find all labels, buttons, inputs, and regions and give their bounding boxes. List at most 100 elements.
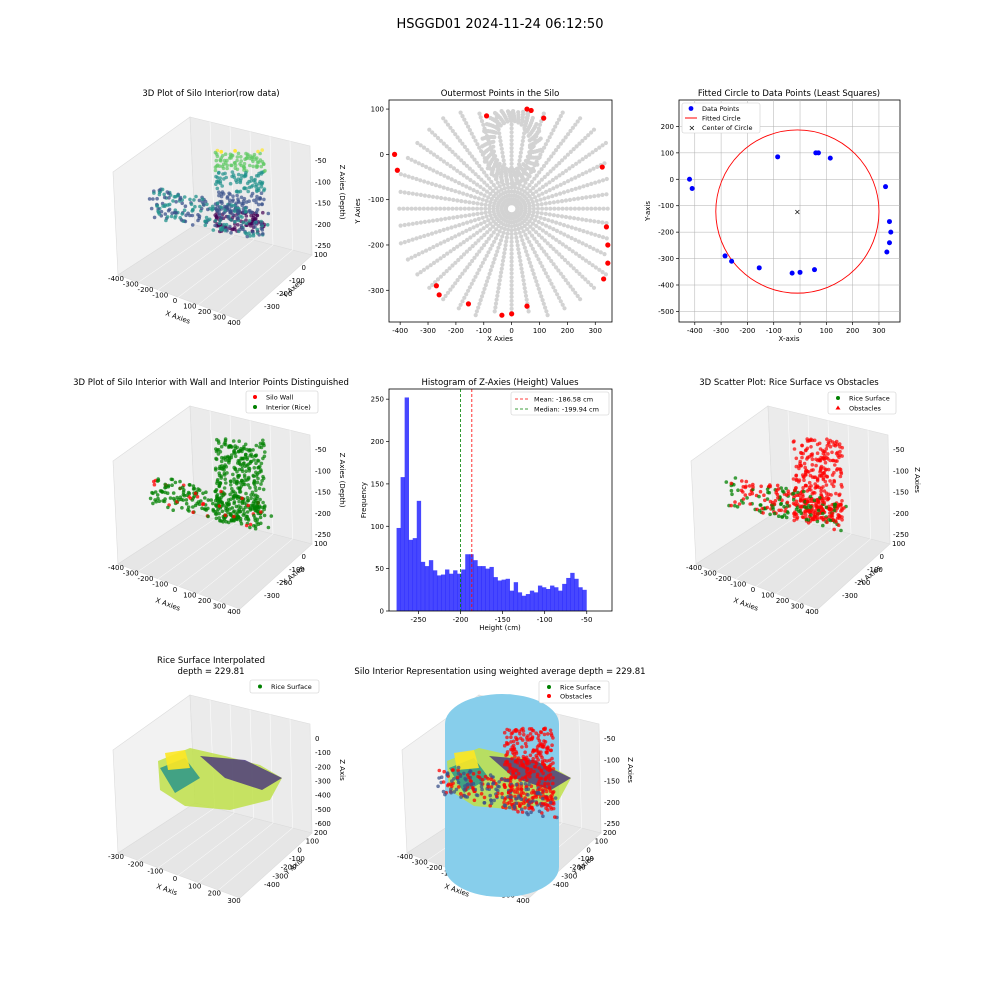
interior-point: [602, 207, 606, 211]
interior-point: [477, 217, 481, 221]
data-point: [257, 160, 261, 164]
plot8-legend: Rice Surface Obstacles: [539, 681, 609, 703]
data-point: [549, 801, 553, 805]
interior-point: [523, 290, 527, 294]
interior-point: [431, 168, 435, 172]
interior-point: [539, 216, 543, 220]
interior-point: [428, 247, 432, 251]
data-point: [837, 494, 841, 498]
data-point: [516, 758, 520, 762]
data-point: [812, 267, 817, 272]
interior-point: [604, 141, 608, 145]
data-point: [215, 159, 219, 163]
data-point: [196, 213, 200, 217]
data-point: [531, 729, 535, 733]
data-point: [539, 730, 543, 734]
data-point: [231, 506, 235, 510]
data-point: [256, 481, 260, 485]
interior-point: [479, 192, 483, 196]
interior-point: [447, 216, 451, 220]
data-point: [506, 750, 510, 754]
data-point: [745, 496, 749, 500]
data-point: [163, 204, 167, 208]
data-point: [829, 445, 833, 449]
data-point: [816, 150, 821, 155]
data-point: [250, 194, 254, 198]
interior-point: [510, 134, 514, 138]
interior-point: [523, 209, 527, 213]
data-point: [516, 810, 520, 814]
interior-point: [585, 207, 589, 211]
interior-point: [511, 182, 515, 186]
interior-point: [520, 143, 524, 147]
interior-point: [540, 207, 544, 211]
xtick-label: -400: [686, 564, 702, 572]
data-point: [214, 169, 218, 173]
data-point: [481, 778, 485, 782]
interior-point: [515, 208, 519, 212]
data-point: [239, 447, 243, 451]
histogram-bar: [510, 591, 514, 611]
interior-point: [521, 135, 525, 139]
interior-point: [527, 257, 531, 261]
data-point: [768, 513, 772, 517]
data-point: [522, 733, 526, 737]
interior-point: [544, 224, 548, 228]
data-point: [751, 492, 755, 496]
data-point: [751, 485, 755, 489]
xtick-label: 200: [561, 327, 574, 335]
interior-point: [463, 200, 467, 204]
data-point: [824, 468, 828, 472]
data-point: [222, 468, 226, 472]
data-point: [234, 179, 238, 183]
interior-point: [568, 216, 572, 220]
interior-point: [556, 207, 560, 211]
data-point: [224, 437, 228, 441]
data-point: [183, 494, 187, 498]
data-point: [263, 514, 267, 518]
data-point: [262, 162, 266, 166]
ytick-label: 150: [371, 480, 384, 488]
interior-point: [500, 151, 504, 155]
data-point: [549, 729, 553, 733]
data-point: [185, 498, 189, 502]
interior-point: [584, 218, 588, 222]
data-point: [544, 778, 548, 782]
data-point: [260, 182, 264, 186]
data-point: [216, 187, 220, 191]
data-point: [803, 505, 807, 509]
data-point: [237, 450, 241, 454]
data-point: [235, 505, 239, 509]
interior-point: [420, 250, 424, 254]
interior-point: [480, 294, 484, 298]
data-point: [781, 489, 785, 493]
xtick-label: 0: [798, 327, 802, 335]
interior-point: [600, 220, 604, 224]
interior-point: [588, 219, 592, 223]
data-point: [178, 480, 182, 484]
data-point: [733, 504, 737, 508]
data-point: [793, 503, 797, 507]
legend-obstacles-label: Obstacles: [560, 693, 593, 701]
data-point: [237, 152, 241, 156]
data-point: [541, 814, 545, 818]
interior-point: [538, 155, 542, 159]
data-point: [541, 802, 545, 806]
data-point: [543, 727, 547, 731]
data-point: [807, 488, 811, 492]
data-point: [483, 796, 487, 800]
data-point: [479, 782, 483, 786]
data-point: [239, 155, 243, 159]
data-point: [809, 513, 813, 517]
interior-point: [556, 200, 560, 204]
interior-point: [548, 188, 552, 192]
interior-point: [510, 244, 514, 248]
interior-point: [551, 227, 555, 231]
data-point: [796, 516, 800, 520]
ztick-label: -200: [604, 799, 620, 807]
ytick-label: 0: [586, 846, 590, 854]
interior-point: [581, 207, 585, 211]
data-point: [267, 526, 271, 530]
interior-point: [518, 259, 522, 263]
data-point: [249, 154, 253, 158]
